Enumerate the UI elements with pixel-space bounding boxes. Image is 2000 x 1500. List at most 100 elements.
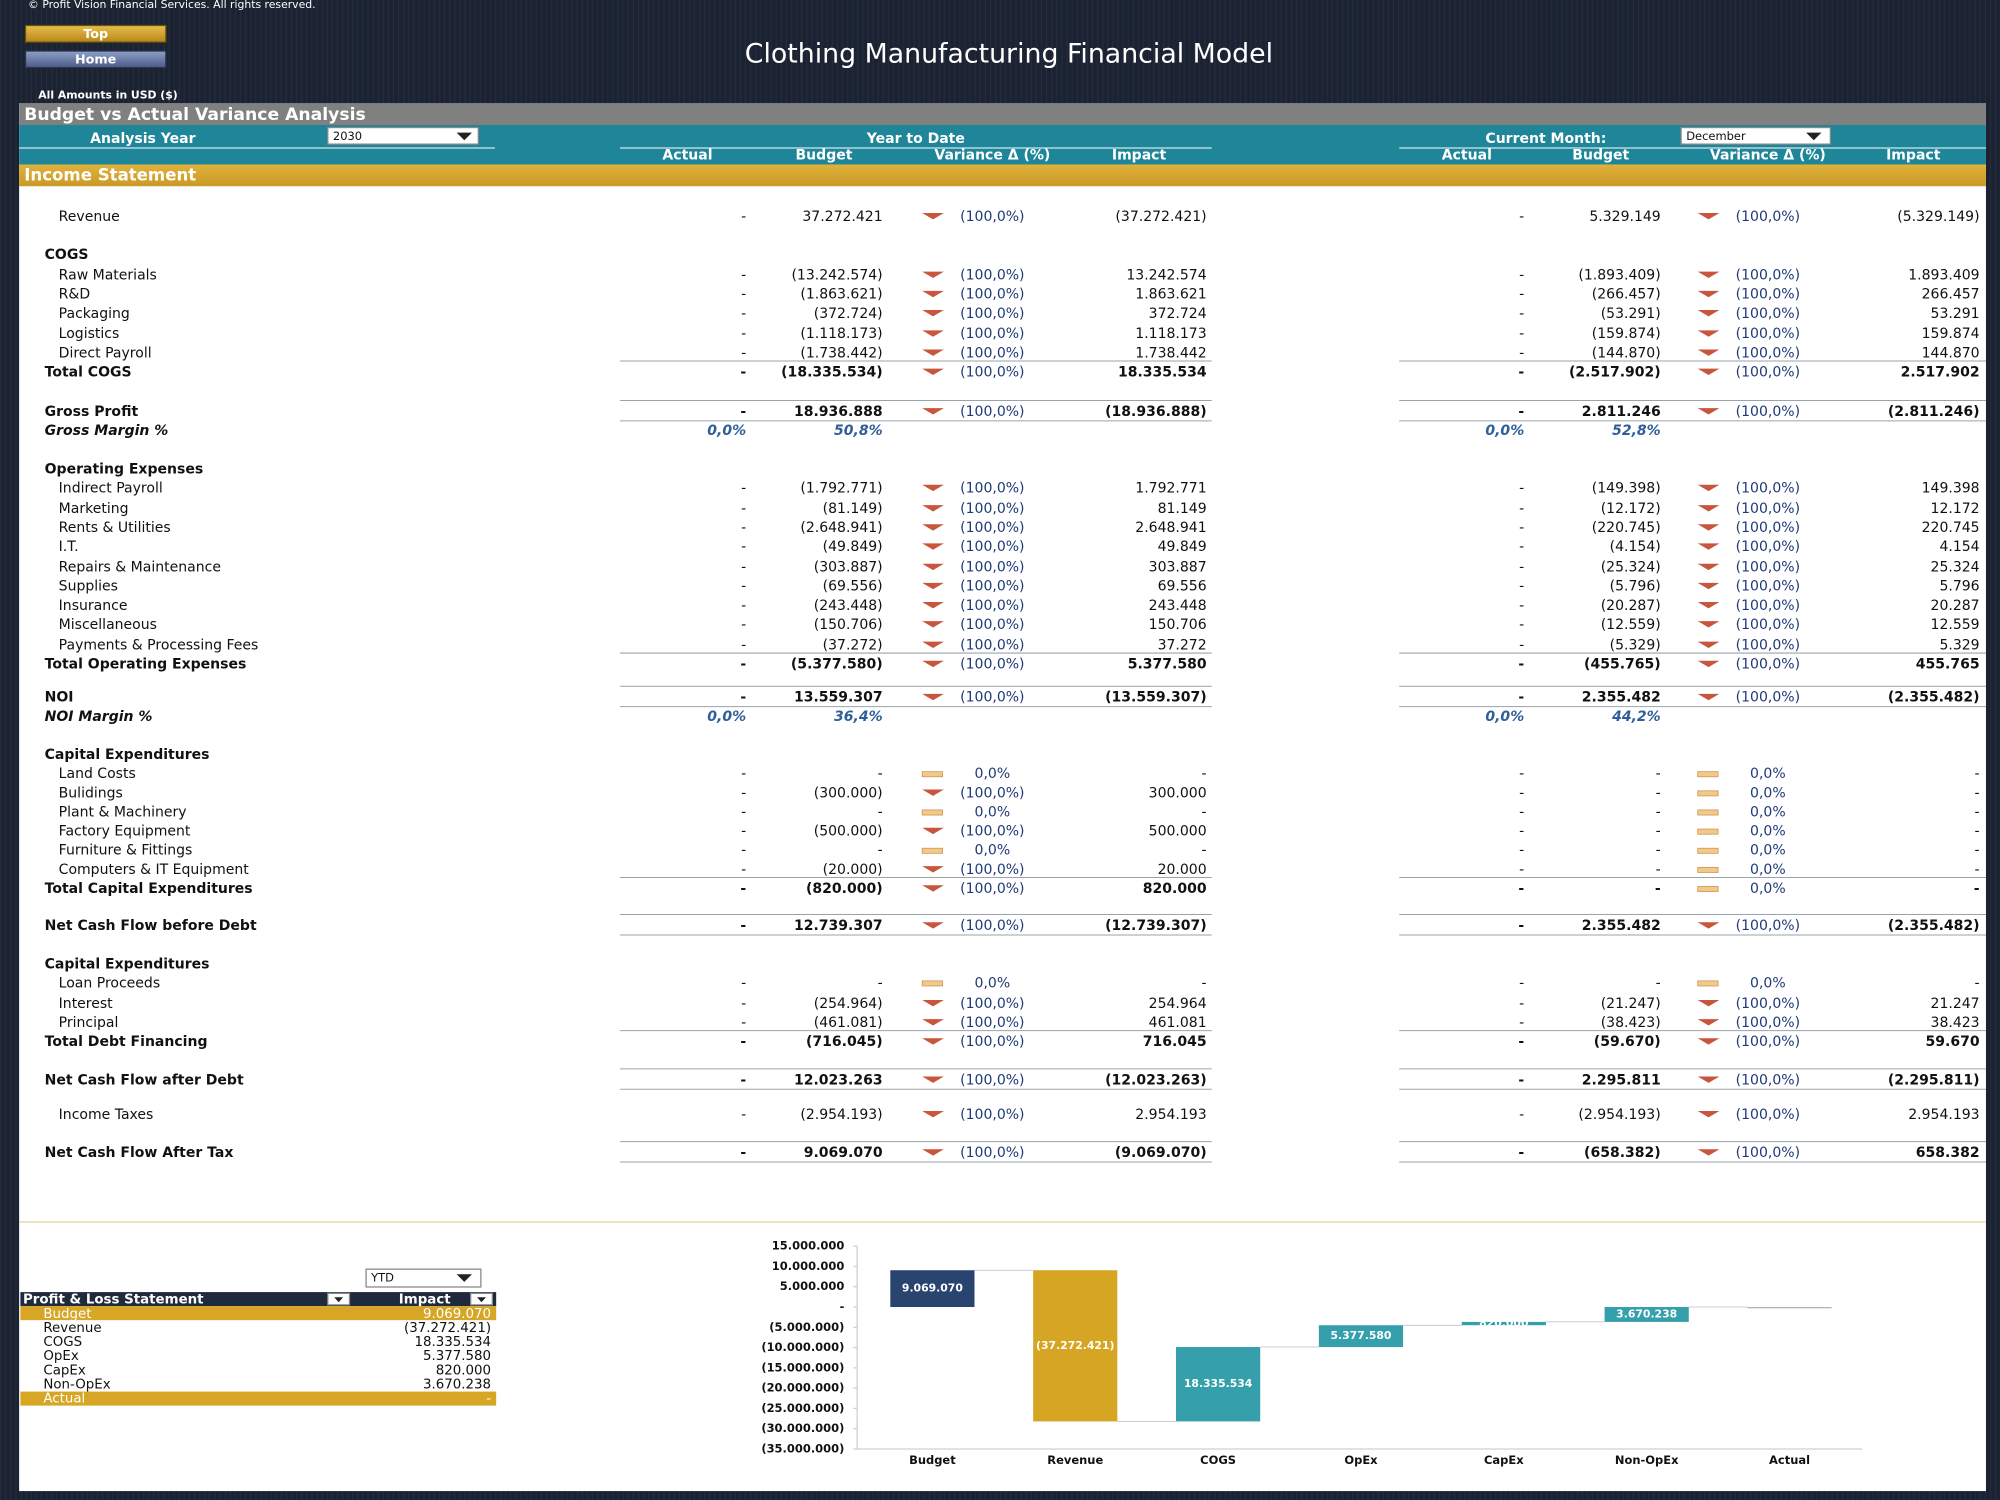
top-button[interactable] bbox=[24, 24, 167, 43]
cell-value: 49.849 bbox=[1158, 539, 1207, 555]
filter-arrow[interactable] bbox=[477, 1297, 486, 1303]
analysis-year-label: Analysis Year bbox=[90, 131, 195, 147]
cell-value: - bbox=[740, 404, 746, 420]
cell-value: (1.792.771) bbox=[800, 481, 882, 497]
variance-flat-icon bbox=[1697, 866, 1719, 873]
cell-value: - bbox=[1656, 804, 1661, 820]
row-label: Revenue bbox=[59, 209, 120, 225]
currency-note: All Amounts in USD ($) bbox=[38, 89, 178, 102]
cell-value: 4.154 bbox=[1939, 539, 1979, 555]
margin-value: 0,0% bbox=[1485, 423, 1524, 439]
cell-value: 18.936.888 bbox=[794, 404, 883, 420]
variance-value: (100,0%) bbox=[960, 501, 1024, 517]
cell-value: - bbox=[1975, 785, 1980, 801]
cell-value: - bbox=[741, 520, 746, 536]
variance-down-icon bbox=[1697, 271, 1720, 279]
cell-value: - bbox=[1975, 824, 1980, 840]
variance-value: (100,0%) bbox=[960, 657, 1024, 673]
cell-value: - bbox=[741, 1015, 746, 1031]
cell-value: (658.382) bbox=[1584, 1145, 1661, 1161]
dropdown-arrow[interactable] bbox=[456, 1274, 472, 1282]
variance-down-icon bbox=[1697, 330, 1720, 337]
variance-value: (100,0%) bbox=[1736, 918, 1800, 934]
variance-down-icon bbox=[922, 1076, 944, 1083]
summary-label: Revenue bbox=[43, 1321, 101, 1336]
variance-flat-icon bbox=[1697, 771, 1719, 778]
variance-down-icon bbox=[922, 693, 944, 701]
cell-value: 820.000 bbox=[1143, 881, 1207, 897]
row-label: Direct Payroll bbox=[59, 345, 152, 361]
cell-value: (49.849) bbox=[823, 539, 883, 555]
cell-value: - bbox=[741, 209, 746, 225]
cell-value: (150.706) bbox=[814, 617, 883, 633]
variance-value: (100,0%) bbox=[1736, 1107, 1800, 1123]
summary-header bbox=[20, 1292, 497, 1307]
month-dropdown[interactable] bbox=[1680, 126, 1831, 145]
summary-label: OpEx bbox=[43, 1349, 78, 1364]
variance-down-icon bbox=[922, 1110, 944, 1118]
filter-arrow[interactable] bbox=[334, 1297, 344, 1303]
x-tick-label: OpEx bbox=[1344, 1453, 1378, 1467]
cell-value: (12.559) bbox=[1601, 617, 1661, 633]
variance-down-icon bbox=[1697, 621, 1720, 628]
cell-value: (1.893.409) bbox=[1578, 268, 1660, 284]
variance-value: 0,0% bbox=[1750, 785, 1786, 801]
cell-value: (1.738.442) bbox=[800, 345, 882, 361]
month-dropdown-value[interactable]: December bbox=[1686, 129, 1746, 143]
cell-value: 12.172 bbox=[1931, 501, 1980, 517]
cell-value: - bbox=[1519, 287, 1524, 303]
variance-value: (100,0%) bbox=[960, 1034, 1024, 1050]
cell-value: 12.023.263 bbox=[794, 1072, 883, 1088]
variance-value: (100,0%) bbox=[960, 364, 1024, 380]
row-label: Insurance bbox=[59, 598, 128, 614]
period-dropdown-value[interactable]: YTD bbox=[370, 1271, 394, 1285]
cell-value: - bbox=[878, 804, 883, 820]
year-dropdown-value[interactable]: 2030 bbox=[333, 129, 362, 143]
cell-value: - bbox=[1519, 209, 1524, 225]
period-dropdown[interactable] bbox=[365, 1268, 482, 1288]
row-label: Miscellaneous bbox=[59, 617, 157, 633]
variance-value: (100,0%) bbox=[1736, 306, 1800, 322]
variance-down-icon bbox=[922, 827, 944, 835]
variance-down-icon bbox=[922, 1038, 944, 1045]
row-label: Total COGS bbox=[45, 364, 132, 380]
variance-value: 0,0% bbox=[1750, 881, 1786, 897]
variance-down-icon bbox=[922, 543, 944, 550]
variance-down-icon bbox=[1697, 213, 1720, 220]
section-band bbox=[19, 164, 1986, 187]
row-label: Total Debt Financing bbox=[45, 1034, 208, 1050]
cell-value: (2.811.246) bbox=[1888, 404, 1980, 420]
top-button-label[interactable]: Top bbox=[83, 27, 108, 42]
row-label: COGS bbox=[45, 247, 89, 263]
variance-value: (100,0%) bbox=[960, 268, 1024, 284]
cell-value: - bbox=[1519, 598, 1524, 614]
column-header: Variance Δ (%) bbox=[934, 148, 1050, 164]
variance-value: (100,0%) bbox=[960, 345, 1024, 361]
margin-value: 50,8% bbox=[834, 423, 883, 439]
variance-value: (100,0%) bbox=[960, 326, 1024, 342]
cell-value: (220.745) bbox=[1592, 520, 1661, 536]
cell-value: (12.739.307) bbox=[1105, 918, 1206, 934]
x-tick-label: Non-OpEx bbox=[1615, 1453, 1679, 1467]
cell-value: - bbox=[1518, 881, 1524, 897]
cell-value: (81.149) bbox=[823, 501, 883, 517]
variance-down-icon bbox=[922, 1000, 944, 1007]
summary-label: COGS bbox=[43, 1335, 82, 1350]
row-label: Payments & Processing Fees bbox=[59, 637, 259, 653]
margin-value: 0,0% bbox=[1485, 709, 1524, 725]
x-tick-label: COGS bbox=[1200, 1453, 1236, 1467]
column-header: Budget bbox=[796, 148, 853, 164]
dropdown-arrow[interactable] bbox=[456, 132, 472, 141]
cell-value: 455.765 bbox=[1916, 657, 1980, 673]
cell-value: (2.954.193) bbox=[800, 1107, 882, 1123]
cell-value: 150.706 bbox=[1149, 617, 1207, 633]
sheet bbox=[19, 103, 1986, 1492]
home-button[interactable] bbox=[24, 50, 167, 69]
year-dropdown[interactable] bbox=[327, 126, 479, 145]
cell-value: 5.329.149 bbox=[1589, 209, 1660, 225]
dropdown-arrow[interactable] bbox=[1806, 132, 1822, 141]
home-button-label[interactable]: Home bbox=[75, 52, 117, 67]
cell-value: (38.423) bbox=[1601, 1015, 1661, 1031]
cell-value: - bbox=[741, 1107, 746, 1123]
cell-value: - bbox=[740, 1034, 746, 1050]
